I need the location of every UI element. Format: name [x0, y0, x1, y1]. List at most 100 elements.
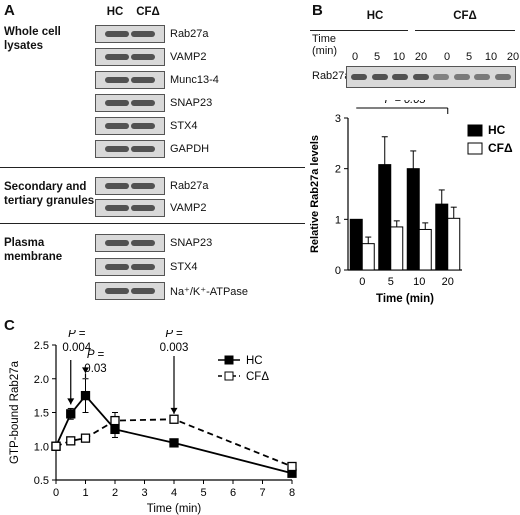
western-blot-strip — [95, 258, 165, 276]
western-blot-strip — [95, 282, 165, 300]
legend-label: HC — [246, 355, 263, 367]
section-title-line: Plasma — [4, 237, 45, 249]
bar — [361, 243, 375, 271]
protein-label: Rab27a — [170, 180, 209, 192]
section-divider — [0, 223, 305, 224]
section-title-line: Whole cell — [4, 26, 61, 38]
data-point — [169, 438, 179, 448]
blot-time: 20 — [506, 51, 520, 63]
p-value-annotation: P = — [87, 349, 104, 361]
protein-label: STX4 — [170, 261, 198, 273]
blot-time: 5 — [373, 51, 381, 63]
col-header-hc: HC — [106, 6, 124, 18]
section-granules: Secondary and tertiary granules — [4, 180, 94, 208]
legend-label: HC — [488, 123, 506, 137]
time-label-line: (min) — [312, 45, 338, 57]
x-tick-label: 0 — [359, 276, 365, 288]
x-tick-label: 20 — [442, 276, 454, 288]
time-label: Time (min) — [312, 33, 337, 57]
x-tick-label: 6 — [230, 487, 236, 499]
time-label-line: Time — [312, 33, 337, 45]
x-tick-label: 5 — [388, 276, 394, 288]
data-point — [66, 409, 76, 419]
blot-time: 0 — [443, 51, 451, 63]
western-blot-strip — [95, 234, 165, 252]
p-value-annotation: P = — [165, 330, 182, 340]
western-blot-strip — [95, 25, 165, 43]
western-blot-strip — [346, 66, 516, 88]
protein-label: GAPDH — [170, 143, 210, 155]
legend-swatch — [467, 124, 483, 137]
blot-time: 5 — [465, 51, 473, 63]
x-axis-label: Time (min) — [147, 503, 202, 515]
y-tick-label: 2.5 — [34, 340, 49, 352]
y-tick-label: 3 — [335, 113, 341, 125]
y-tick-label: 2 — [335, 164, 341, 176]
western-blot-strip — [95, 117, 165, 135]
bar — [378, 164, 392, 271]
data-point — [80, 390, 91, 401]
p-value-annotation: 0.004 — [62, 342, 91, 354]
y-tick-label: 1.0 — [34, 441, 49, 453]
bar — [349, 218, 363, 271]
western-blot-strip — [95, 48, 165, 66]
x-tick-label: 5 — [200, 487, 206, 499]
legend-marker — [224, 371, 234, 381]
blot-time: 20 — [414, 51, 428, 63]
blot-time: 10 — [392, 51, 406, 63]
arrow-head — [82, 367, 89, 374]
panel-b-label: B — [312, 2, 323, 19]
p-value-annotation: 0.03 — [84, 363, 106, 375]
legend-label: CFΔ — [488, 141, 513, 155]
protein-label: Rab27a — [170, 28, 209, 40]
protein-label: SNAP23 — [170, 237, 213, 249]
western-blot-strip — [95, 199, 165, 217]
protein-label: VAMP2 — [170, 51, 207, 63]
legend-label: CFΔ — [246, 371, 269, 383]
protein-label: Munc13-4 — [170, 74, 219, 86]
x-tick-label: 4 — [171, 487, 177, 499]
y-tick-label: 0.5 — [34, 475, 49, 487]
section-title-line: lysates — [4, 40, 44, 52]
x-axis-label: Time (min) — [376, 293, 434, 305]
group-header-cf: CFΔ — [453, 10, 477, 22]
blot-time: 0 — [351, 51, 359, 63]
blot-label-rab27a: Rab27a — [312, 70, 351, 82]
data-point — [66, 436, 76, 446]
section-plasma-membrane: Plasma membrane — [4, 236, 62, 264]
p-value-annotation: P = 0.05 — [385, 100, 427, 106]
y-tick-label: 0 — [335, 265, 341, 277]
y-tick-label: 1 — [335, 214, 341, 226]
legend-swatch — [467, 142, 483, 155]
arrow-head — [170, 407, 178, 414]
bar-chart-rab27a: 0 1 2 3 0 5 10 20 P = 0.05 HC CFΔ Time (min) Relativ… — [309, 100, 513, 305]
panel-c-label: C — [4, 317, 15, 334]
bar — [418, 228, 432, 271]
y-tick-label: 2.0 — [34, 374, 49, 386]
x-tick-label: 10 — [413, 276, 425, 288]
legend-marker — [224, 355, 234, 365]
bar — [406, 168, 420, 271]
bar — [390, 226, 404, 271]
blot-time: 10 — [484, 51, 498, 63]
section-divider — [0, 167, 305, 168]
col-header-cf: CFΔ — [136, 6, 160, 18]
x-tick-label: 7 — [259, 487, 265, 499]
section-whole-cell: Whole cell lysates — [4, 25, 61, 53]
p-value-annotation: P = — [68, 330, 85, 340]
data-point — [51, 441, 61, 451]
y-axis-label: Relative Rab27a levels — [309, 135, 321, 253]
bar — [435, 203, 449, 271]
data-point — [287, 461, 297, 472]
x-tick-label: 3 — [141, 487, 147, 499]
group-header-hc: HC — [366, 10, 384, 22]
x-tick-label: 8 — [289, 487, 295, 499]
x-tick-label: 2 — [112, 487, 118, 499]
x-tick-label: 1 — [82, 487, 88, 499]
group-bracket — [310, 30, 408, 31]
p-value-annotation: 0.003 — [160, 342, 189, 354]
x-tick-label: 0 — [53, 487, 59, 499]
panel-a-label: A — [4, 2, 15, 19]
y-axis-label: GTP-bound Rab27a — [9, 360, 21, 464]
